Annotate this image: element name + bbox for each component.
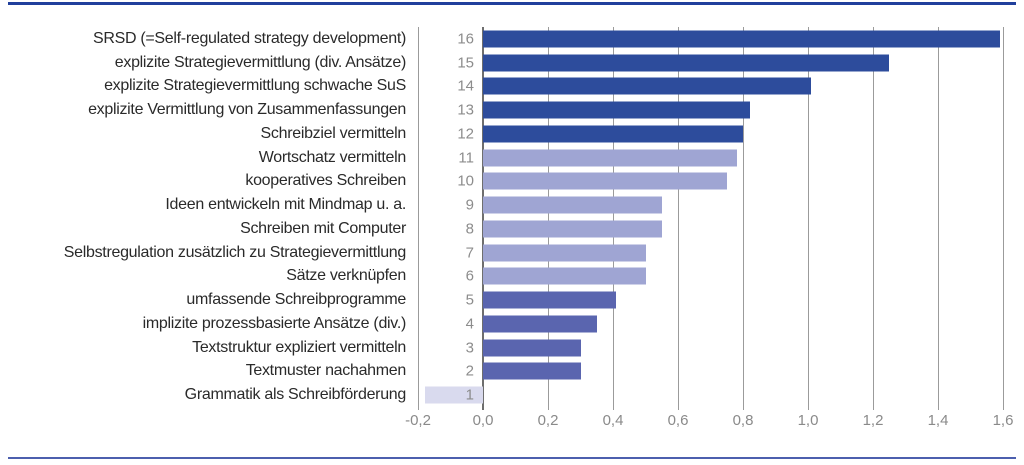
x-tick-label: 0,2: [537, 412, 559, 429]
category-label: Wortschatz vermitteln: [258, 148, 407, 166]
bar: [483, 101, 750, 119]
bar-row: 12: [418, 122, 1003, 146]
bar-row: 6: [418, 265, 1003, 289]
bottom-rule: [8, 457, 1016, 459]
bar-row: 15: [418, 51, 1003, 75]
category-label: umfassende Schreibprogramme: [186, 291, 406, 309]
gridline: [612, 27, 614, 410]
x-tick-label: 0,4: [602, 412, 624, 429]
x-tick-label: 1,6: [992, 412, 1014, 429]
bar: [483, 77, 812, 95]
bar: [483, 267, 646, 285]
category-labels-column: SRSD (=Self-regulated strategy developme…: [0, 27, 407, 407]
rank-label: 16: [457, 30, 474, 48]
rank-label: 11: [458, 149, 474, 167]
x-axis: -0,2 0,0 0,2 0,4 0,6 0,8 1,0 1,2 1,4 1,6: [405, 412, 1013, 434]
bar: [483, 244, 646, 262]
rank-label: 6: [465, 267, 474, 285]
gridline: [937, 27, 939, 410]
bar: [483, 172, 727, 190]
bar: [483, 291, 617, 309]
x-tick-label: 1,0: [797, 412, 819, 429]
bar-row: 9: [418, 193, 1003, 217]
bar-row: 4: [418, 312, 1003, 336]
x-tick-label: 1,2: [862, 412, 884, 429]
gridline: [547, 27, 549, 410]
bar: [483, 339, 581, 357]
category-label: kooperatives Schreiben: [245, 172, 406, 190]
gridline: [1002, 27, 1004, 410]
rank-label: 10: [457, 172, 474, 190]
bar: [424, 386, 483, 404]
gridline: [742, 27, 744, 410]
gridline: [677, 27, 679, 410]
bar-row: 2: [418, 360, 1003, 384]
rank-label: 12: [457, 125, 474, 143]
category-label: Grammatik als Schreibförderung: [184, 386, 407, 404]
bar: [483, 54, 890, 72]
x-tick-label: 1,4: [927, 412, 949, 429]
rank-label: 2: [465, 362, 474, 380]
category-label: Textmuster nachahmen: [245, 362, 407, 380]
rank-label: 15: [457, 54, 474, 72]
x-tick-label: 0,8: [732, 412, 754, 429]
bar-row: 16: [418, 27, 1003, 51]
rank-label: 9: [465, 196, 474, 214]
category-label: Textstruktur expliziert vermitteln: [192, 338, 406, 356]
bar-row: 10: [418, 170, 1003, 194]
gridline: [417, 27, 419, 410]
bar-row: 1: [418, 383, 1003, 407]
rank-label: 5: [465, 291, 474, 309]
bar-row: 11: [418, 146, 1003, 170]
category-label: SRSD (=Self-regulated strategy developme…: [92, 29, 406, 47]
bar: [483, 220, 662, 238]
top-rule: [8, 2, 1016, 5]
bar: [483, 196, 662, 214]
bar-row: 8: [418, 217, 1003, 241]
bar: [483, 362, 581, 380]
bar-row: 7: [418, 241, 1003, 265]
x-tick-label: 0,0: [472, 412, 494, 429]
category-label: explizite Strategievermittlung schwache …: [104, 77, 406, 95]
gridline: [872, 27, 874, 410]
bar: [483, 149, 737, 167]
bar-row: 5: [418, 288, 1003, 312]
bar-row: 13: [418, 98, 1003, 122]
category-label: Sätze verknüpfen: [286, 267, 406, 285]
rank-label: 14: [457, 77, 474, 95]
category-label: explizite Vermittlung von Zusammenfassun…: [88, 101, 406, 119]
plot-area: 16 15 14 13 12 11 10 9 8 7 6 5 4 3 2 1: [417, 27, 1004, 410]
zero-axis-line: [482, 27, 484, 410]
category-label: Schreiben mit Computer: [240, 219, 406, 237]
category-label: explizite Strategievermittlung (div. Ans…: [114, 53, 407, 71]
bars-group: 16 15 14 13 12 11 10 9 8 7 6 5 4 3 2 1: [418, 27, 1003, 407]
bar: [483, 315, 597, 333]
rank-label: 13: [457, 101, 474, 119]
category-label: Ideen entwickeln mit Mindmap u. a.: [165, 196, 406, 214]
rank-label: 4: [465, 315, 474, 333]
rank-label: 7: [465, 244, 474, 262]
bar: [483, 30, 1000, 48]
gridline: [807, 27, 809, 410]
x-tick-label: 0,6: [667, 412, 689, 429]
rank-label: 3: [465, 339, 474, 357]
bar-row: 3: [418, 336, 1003, 360]
bar-row: 14: [418, 75, 1003, 99]
x-tick-label: -0,2: [405, 412, 431, 429]
rank-label: 8: [465, 220, 474, 238]
category-label: implizite prozessbasierte Ansätze (div.): [142, 314, 407, 332]
category-label: Selbstregulation zusätzlich zu Strategie…: [63, 243, 407, 261]
category-label: Schreibziel vermitteln: [260, 124, 407, 142]
rank-label: 1: [465, 386, 474, 404]
bar: [483, 125, 743, 143]
